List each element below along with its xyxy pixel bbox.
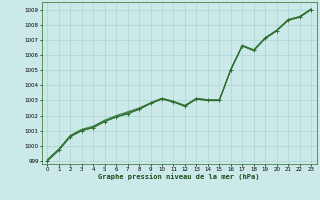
X-axis label: Graphe pression niveau de la mer (hPa): Graphe pression niveau de la mer (hPa) [99, 173, 260, 180]
